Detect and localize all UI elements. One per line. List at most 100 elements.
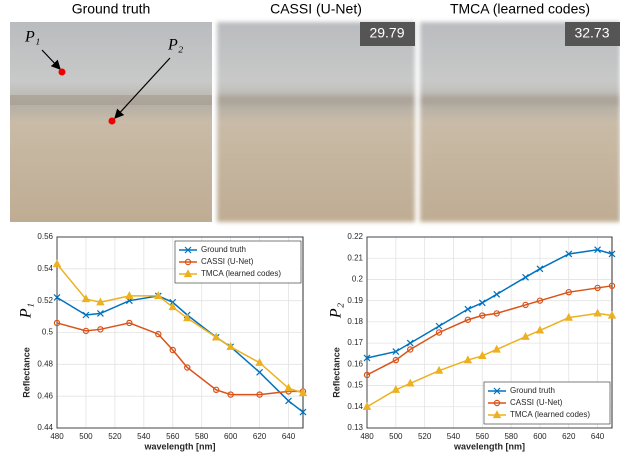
marker	[464, 305, 472, 313]
x-tick-label: 640	[591, 432, 605, 441]
marker	[363, 371, 371, 379]
point-label: P₁	[24, 29, 40, 46]
marker	[256, 368, 264, 376]
badge	[565, 22, 620, 46]
y-tick-label: 0.13	[347, 423, 363, 432]
x-tick-label: 560	[166, 432, 180, 441]
y-tick-label: 0.2	[352, 275, 364, 284]
marker	[565, 250, 573, 258]
panel-title: TMCA (learned codes)	[450, 1, 590, 17]
marker	[493, 290, 501, 298]
marker	[82, 327, 90, 335]
marker	[407, 346, 414, 353]
legend-label: TMCA (learned codes)	[201, 269, 281, 278]
x-tick-label: 640	[282, 432, 296, 441]
marker	[169, 298, 177, 306]
marker	[184, 258, 192, 266]
marker	[363, 354, 371, 362]
badge-text: 32.73	[574, 25, 609, 41]
x-tick-label: 560	[476, 432, 490, 441]
legend-label: CASSI (U-Net)	[201, 257, 254, 266]
marker	[565, 288, 572, 296]
marker	[97, 326, 104, 333]
marker	[435, 329, 443, 336]
point-label: P₂	[167, 37, 184, 54]
x-tick-label: 480	[50, 432, 64, 441]
y-tick-label: 0.16	[347, 359, 363, 368]
marker	[535, 325, 545, 334]
marker	[284, 383, 293, 392]
marker	[155, 330, 162, 338]
y-tick-label: 0.56	[37, 232, 53, 241]
marker	[492, 344, 501, 353]
x-axis-label: wavelength [nm]	[143, 441, 215, 451]
marker	[96, 297, 105, 306]
marker	[493, 399, 501, 407]
marker	[392, 356, 400, 364]
y-tick-label: 0.17	[347, 338, 363, 347]
marker	[406, 339, 414, 347]
badge	[360, 22, 415, 46]
marker	[125, 291, 134, 299]
marker	[392, 348, 400, 356]
image-panel	[217, 22, 415, 222]
y-tick-label: 0.18	[347, 317, 363, 326]
marker	[607, 310, 617, 319]
y-tick-label: 0.48	[37, 359, 53, 368]
marker	[478, 351, 487, 359]
y-tick-label: 0.46	[37, 391, 53, 400]
panel-title: Ground truth	[72, 1, 151, 17]
x-tick-label: 500	[79, 432, 93, 441]
badge-text: 29.79	[369, 25, 404, 41]
marker	[298, 388, 308, 397]
marker	[594, 284, 601, 292]
series-line	[56, 295, 304, 413]
y-tick-label: 0.15	[347, 381, 363, 390]
marker	[96, 309, 104, 317]
marker	[81, 294, 91, 303]
y-axis-label: Reflectance	[331, 347, 341, 398]
x-tick-label: 520	[418, 432, 432, 441]
plot-frame	[56, 236, 304, 429]
y-tick-label: 0.54	[37, 264, 53, 273]
marker	[564, 312, 573, 321]
legend-label: CASSI (U-Net)	[510, 398, 563, 407]
y-tick-label: 0.52	[37, 296, 53, 305]
y-tick-label: 0.44	[37, 423, 53, 432]
y-axis-symbol: P₂	[328, 302, 345, 319]
x-tick-label: 540	[447, 432, 461, 441]
marker	[406, 378, 415, 387]
x-tick-label: 580	[504, 432, 518, 441]
arrow	[41, 49, 61, 70]
plot-frame	[366, 236, 613, 429]
marker	[493, 387, 501, 395]
marker	[183, 269, 193, 278]
arrow	[114, 57, 171, 119]
marker	[211, 332, 221, 341]
x-tick-label: 620	[562, 432, 576, 441]
marker	[184, 246, 192, 254]
y-tick-label: 0.5	[42, 328, 54, 337]
y-tick-label: 0.19	[347, 296, 363, 305]
marker	[212, 386, 220, 393]
x-tick-label: 480	[360, 432, 374, 441]
marker	[285, 397, 292, 405]
marker	[608, 250, 616, 258]
marker	[522, 273, 529, 281]
marker	[154, 291, 163, 299]
marker	[255, 357, 264, 366]
y-axis-symbol: P₁	[18, 303, 35, 319]
marker	[126, 319, 133, 327]
marker	[492, 410, 502, 419]
marker	[608, 282, 616, 290]
x-tick-label: 500	[389, 432, 403, 441]
marker	[53, 294, 61, 301]
marker	[434, 365, 444, 374]
marker	[493, 310, 500, 317]
x-tick-label: 600	[224, 432, 238, 441]
marker	[593, 308, 602, 317]
panel-title: CASSI (U-Net)	[270, 1, 362, 17]
x-axis-label: wavelength [nm]	[453, 441, 525, 451]
x-tick-label: 600	[533, 432, 547, 441]
